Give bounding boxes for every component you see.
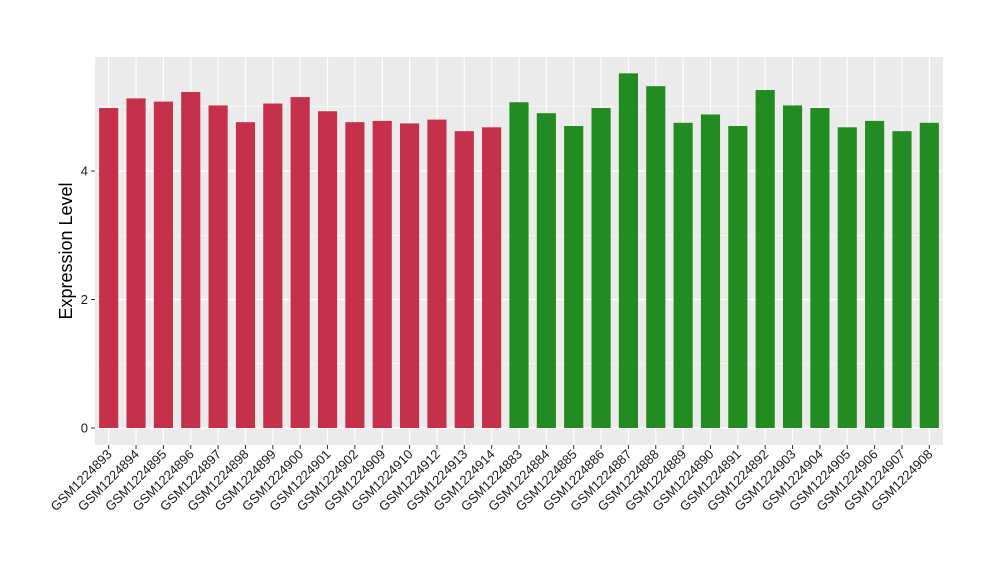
bar: [290, 97, 310, 429]
bar: [646, 86, 666, 428]
bar: [700, 114, 721, 429]
bar: [454, 131, 474, 429]
bar: [673, 122, 693, 428]
bar: [427, 119, 447, 428]
bar: [509, 102, 529, 428]
bar: [564, 126, 584, 429]
bar: [728, 126, 748, 429]
bar: [99, 108, 119, 428]
bars: [99, 73, 939, 429]
y-tick-label: 0: [81, 421, 88, 436]
bar: [837, 127, 857, 428]
bar: [892, 131, 912, 429]
x-axis: GSM1224893GSM1224894GSM1224895GSM1224896…: [47, 445, 935, 514]
bar: [263, 103, 283, 428]
y-axis-title: Expression Level: [56, 182, 76, 319]
bar: [235, 122, 256, 429]
bar: [482, 127, 502, 428]
bar: [919, 122, 939, 428]
bar: [865, 120, 885, 428]
bar: [181, 91, 201, 428]
bar: [153, 101, 173, 429]
bar: [317, 111, 338, 428]
bar: [536, 113, 556, 429]
bar: [372, 120, 392, 428]
bar: [782, 105, 803, 428]
y-axis: 0 2 4: [81, 164, 95, 436]
bar: [126, 98, 146, 429]
bar: [208, 105, 228, 428]
bar: [345, 122, 365, 429]
y-tick-label: 2: [81, 292, 88, 307]
bar: [810, 108, 830, 428]
y-tick-label: 4: [81, 164, 88, 179]
bar: [618, 73, 638, 428]
bar: [591, 108, 611, 428]
bar: [755, 90, 775, 429]
bar: [400, 123, 420, 428]
